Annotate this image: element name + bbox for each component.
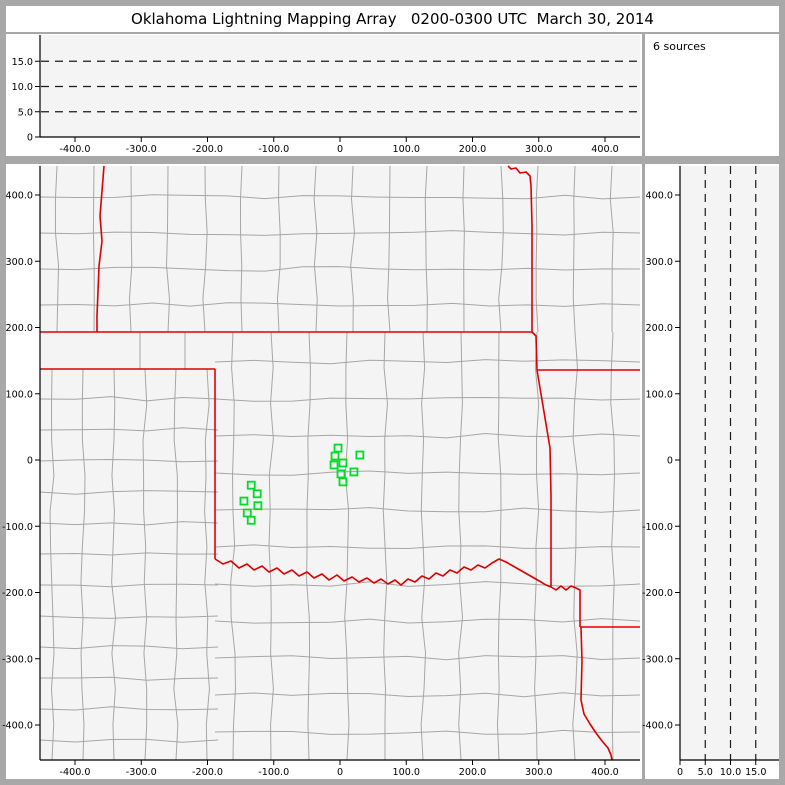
y-tick-label: 300.0 xyxy=(646,257,673,268)
x-tick-label: -200.0 xyxy=(192,767,223,778)
y-tick-label: 0 xyxy=(27,456,33,467)
lma-station-marker xyxy=(246,480,256,490)
x-tick-label: 100.0 xyxy=(393,767,420,778)
x-tick-label: -300.0 xyxy=(126,767,157,778)
y-tick-label: 200.0 xyxy=(6,323,33,334)
lma-station-marker xyxy=(329,460,339,470)
ns-altitude-plot: 0 5.0 10.0 15.0 -400.0 -300.0 -200.0 -100.0 0 100… xyxy=(642,166,779,778)
x-tick-label: -300.0 xyxy=(126,144,157,155)
plan-axes: -400.0 -300.0 -200.0 -100.0 0 100.0 200.0 300.0… xyxy=(2,166,640,778)
y-tick-label: 0 xyxy=(27,133,33,144)
y-tick-label: 400.0 xyxy=(6,191,33,202)
x-tick-label: 0 xyxy=(337,767,343,778)
y-tick-label: 200.0 xyxy=(646,323,673,334)
sources-panel: 6 sources xyxy=(645,34,779,156)
x-tick-label: -200.0 xyxy=(192,144,223,155)
ew-altitude-plot: -400.0 -300.0 -200.0 -100.0 0 100.0 200.0 300.0… xyxy=(12,35,640,155)
y-tick-label: 10.0 xyxy=(12,82,33,93)
y-tick-label: 400.0 xyxy=(646,191,673,202)
x-tick-label: -400.0 xyxy=(60,144,91,155)
x-tick-label: 200.0 xyxy=(459,144,486,155)
x-tick-label: 0 xyxy=(337,144,343,155)
lma-station-marker xyxy=(333,443,343,453)
x-tick-label: 400.0 xyxy=(591,144,618,155)
y-tick-label: -100.0 xyxy=(642,522,673,533)
altitude-gridlines xyxy=(41,60,640,113)
lma-station-marker xyxy=(253,501,263,511)
county-lines xyxy=(39,165,641,761)
page-title: Oklahoma Lightning Mapping Array 0200-03… xyxy=(6,6,779,32)
ew-altitude-panel: -400.0 -300.0 -200.0 -100.0 0 100.0 200.0 300.0… xyxy=(6,34,642,156)
lma-stations xyxy=(239,443,365,525)
altitude-gridlines xyxy=(704,166,757,760)
state-borders xyxy=(40,165,640,761)
plan-view-panel: -400.0 -300.0 -200.0 -100.0 0 100.0 200.0 300.0… xyxy=(2,164,642,779)
x-tick-label: -100.0 xyxy=(258,767,289,778)
y-tick-label: 15.0 xyxy=(12,57,33,68)
x-tick-label: 100.0 xyxy=(393,144,420,155)
lma-station-marker xyxy=(239,496,249,506)
x-tick-label: 300.0 xyxy=(525,144,552,155)
lma-station-marker xyxy=(246,515,256,525)
ns-axes: 0 5.0 10.0 15.0 -400.0 -300.0 -200.0 -100.0 0 100… xyxy=(642,166,779,778)
lma-station-marker xyxy=(338,477,348,487)
plan-view-plot: -400.0 -300.0 -200.0 -100.0 0 100.0 200.0 300.0… xyxy=(2,165,641,778)
y-tick-label: -200.0 xyxy=(642,588,673,599)
plot-background xyxy=(680,166,779,760)
lma-station-marker xyxy=(330,451,340,461)
y-tick-label: -300.0 xyxy=(642,654,673,665)
y-tick-label: -200.0 xyxy=(2,588,33,599)
y-tick-label: -400.0 xyxy=(642,721,673,732)
sources-count-label: 6 sources xyxy=(653,40,706,53)
x-tick-label: -400.0 xyxy=(60,767,91,778)
x-tick-label: 400.0 xyxy=(591,767,618,778)
ns-altitude-panel: 0 5.0 10.0 15.0 -400.0 -300.0 -200.0 -100.0 0 100… xyxy=(642,164,779,779)
x-tick-label: 10.0 xyxy=(720,767,741,778)
y-tick-label: -100.0 xyxy=(2,522,33,533)
x-tick-label: 15.0 xyxy=(745,767,766,778)
y-tick-label: 0 xyxy=(667,456,673,467)
lma-station-marker xyxy=(355,450,365,460)
x-tick-label: 5.0 xyxy=(698,767,713,778)
lma-station-marker xyxy=(336,469,346,479)
y-tick-label: -400.0 xyxy=(2,721,33,732)
lma-station-marker xyxy=(338,458,348,468)
ew-axes: -400.0 -300.0 -200.0 -100.0 0 100.0 200.0 300.0… xyxy=(12,35,640,155)
lma-station-marker xyxy=(252,489,262,499)
y-tick-label: -300.0 xyxy=(2,654,33,665)
lma-station-marker xyxy=(349,467,359,477)
x-tick-label: -100.0 xyxy=(258,144,289,155)
x-tick-label: 200.0 xyxy=(459,767,486,778)
y-tick-label: 100.0 xyxy=(646,389,673,400)
x-tick-label: 0 xyxy=(677,767,683,778)
y-tick-label: 300.0 xyxy=(6,257,33,268)
x-tick-label: 300.0 xyxy=(525,767,552,778)
y-tick-label: 100.0 xyxy=(6,389,33,400)
y-tick-label: 5.0 xyxy=(18,107,33,118)
